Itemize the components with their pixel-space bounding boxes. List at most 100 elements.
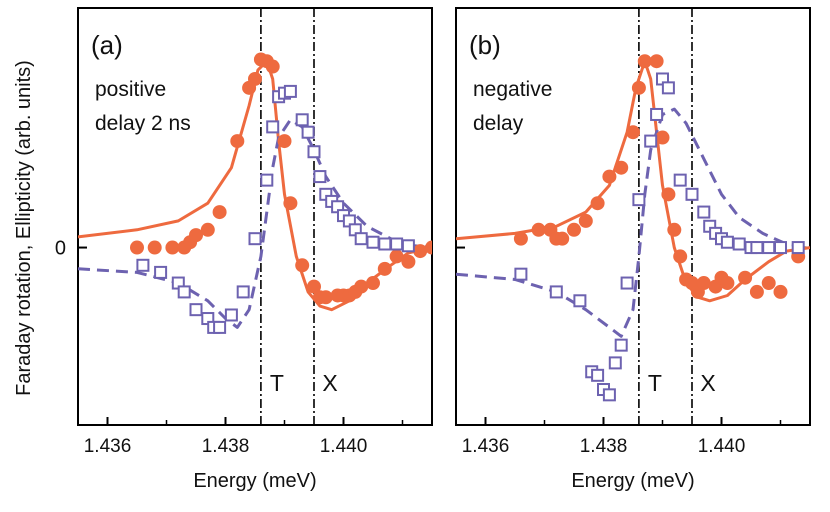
- data-point-circle: [667, 222, 682, 237]
- data-point-square: [189, 303, 203, 317]
- data-point-circle: [389, 249, 404, 264]
- data-point-circle: [147, 240, 162, 255]
- data-point-square: [591, 368, 605, 382]
- reference-line-label: T: [270, 370, 284, 396]
- plot-frame: [77, 7, 433, 426]
- data-point-square: [685, 187, 699, 201]
- data-point-square: [248, 232, 262, 246]
- data-point-square: [295, 113, 309, 127]
- data-point-circle: [377, 261, 392, 276]
- data-point-circle: [696, 276, 711, 291]
- data-point-circle: [212, 205, 227, 220]
- data-point-square: [366, 235, 380, 249]
- data-point-square: [573, 294, 587, 308]
- data-point-circle: [248, 71, 262, 86]
- plot-frame: [455, 7, 811, 426]
- data-point-square: [732, 237, 746, 251]
- reference-line-label: X: [322, 370, 337, 396]
- data-point-square: [260, 173, 274, 187]
- data-point-square: [762, 241, 776, 255]
- panel-annotation: positive: [95, 78, 166, 101]
- data-point-square: [750, 241, 764, 255]
- data-point-circle: [425, 240, 432, 255]
- data-point-circle: [277, 134, 292, 149]
- data-point-square: [720, 235, 734, 249]
- data-point-circle: [318, 290, 333, 305]
- data-point-square: [236, 285, 250, 299]
- data-point-square: [697, 205, 711, 219]
- x-axis-label: Energy (meV): [193, 470, 316, 492]
- x-tick-label: 1.440: [320, 436, 368, 457]
- data-point-square: [266, 120, 280, 134]
- plot-area: [456, 54, 810, 402]
- data-point-circle: [283, 196, 298, 211]
- x-tick-label: 1.438: [580, 436, 628, 457]
- data-point-circle: [749, 284, 764, 299]
- data-point-circle: [165, 240, 180, 255]
- data-point-circle: [626, 125, 640, 140]
- data-point-circle: [661, 187, 676, 202]
- fit-curve-dashed: [78, 118, 432, 329]
- data-point-circle: [189, 228, 203, 243]
- data-point-circle: [720, 276, 735, 291]
- data-point-circle: [513, 231, 528, 246]
- data-point-circle: [578, 213, 593, 228]
- data-point-square: [774, 241, 787, 255]
- x-axis-label: Energy (meV): [571, 470, 694, 492]
- panel-label: (b): [469, 30, 501, 60]
- data-point-square: [354, 232, 368, 246]
- panel-label: (a): [91, 30, 123, 60]
- x-tick-label: 1.436: [84, 436, 132, 457]
- reference-line-label: T: [648, 370, 662, 396]
- data-point-circle: [649, 54, 664, 69]
- data-point-circle: [531, 222, 546, 237]
- data-point-circle: [366, 276, 380, 291]
- data-point-square: [673, 173, 687, 187]
- data-point-circle: [761, 276, 776, 291]
- reference-line-label: X: [700, 370, 715, 396]
- y-tick-label: 0: [55, 238, 66, 260]
- data-point-square: [177, 285, 191, 299]
- data-point-square: [514, 267, 528, 281]
- data-point-square: [401, 239, 415, 253]
- data-point-circle: [230, 134, 245, 149]
- data-point-square: [213, 320, 227, 334]
- plot-area: [78, 52, 432, 334]
- y-axis-label: Faraday rotation, Ellipticity (arb. unit…: [13, 60, 35, 396]
- data-point-square: [608, 356, 622, 370]
- data-point-circle: [590, 196, 605, 211]
- data-point-square: [620, 276, 634, 290]
- data-point-circle: [673, 249, 688, 264]
- data-point-circle: [265, 59, 280, 74]
- data-point-square: [136, 258, 150, 272]
- data-point-square: [390, 237, 404, 251]
- data-point-circle: [773, 284, 788, 299]
- data-point-circle: [738, 270, 753, 285]
- data-point-circle: [567, 222, 581, 237]
- fit-curve-dashed: [456, 107, 810, 338]
- data-point-circle: [354, 279, 369, 294]
- x-tick-label: 1.440: [698, 436, 746, 457]
- data-point-circle: [555, 231, 570, 246]
- data-point-circle: [631, 80, 646, 95]
- data-point-square: [614, 338, 628, 352]
- data-point-square: [154, 265, 168, 279]
- data-point-square: [313, 170, 327, 184]
- data-point-circle: [614, 160, 629, 175]
- data-point-square: [602, 388, 616, 402]
- data-point-circle: [602, 169, 617, 184]
- panel-annotation: delay: [473, 112, 524, 135]
- data-point-circle: [307, 279, 321, 294]
- data-point-square: [301, 125, 315, 139]
- data-point-square: [791, 241, 805, 255]
- data-point-square: [632, 193, 646, 207]
- x-tick-label: 1.436: [462, 436, 510, 457]
- data-point-square: [644, 134, 658, 148]
- data-point-square: [661, 81, 675, 95]
- x-tick-label: 1.438: [202, 436, 250, 457]
- data-point-circle: [413, 244, 428, 259]
- data-point-circle: [295, 258, 310, 273]
